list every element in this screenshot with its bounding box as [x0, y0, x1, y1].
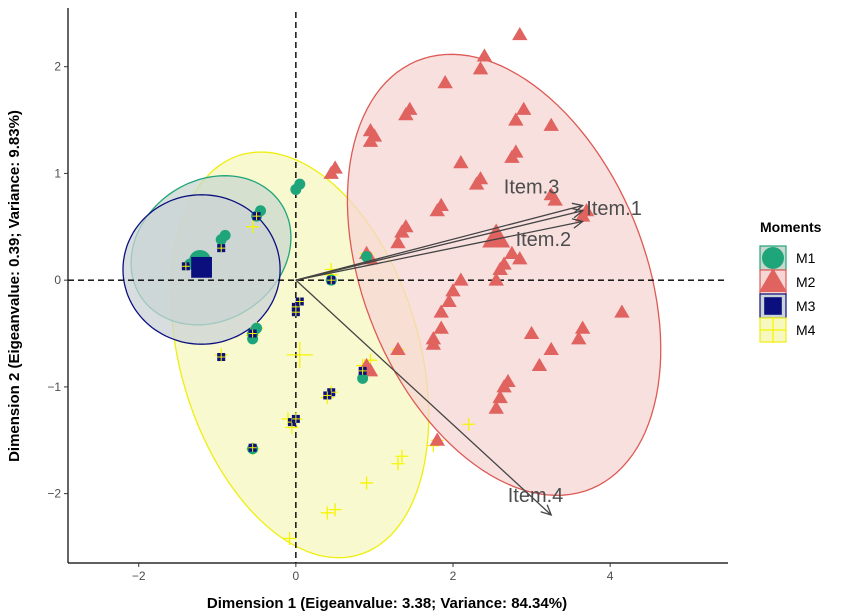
axes: −2 0 2 4 −2 −1 0 1 2	[47, 8, 728, 583]
point-m2	[488, 272, 504, 286]
legend-label-m1: M1	[796, 250, 816, 266]
point-m2	[571, 331, 587, 345]
centroid-m2	[482, 223, 511, 248]
x-tick-label: −2	[132, 569, 146, 583]
point-m1	[357, 372, 369, 384]
point-m2	[512, 251, 528, 265]
legend-title: Moments	[760, 219, 822, 235]
point-m2	[445, 283, 461, 297]
point-m2	[433, 320, 449, 334]
point-m4	[360, 476, 374, 490]
arrowhead-item-4	[540, 504, 553, 516]
point-m4	[395, 449, 409, 463]
point-m2	[472, 61, 489, 75]
point-m2	[476, 48, 493, 62]
y-tick-label: −1	[47, 380, 61, 394]
reference-lines	[68, 12, 728, 563]
point-m4	[462, 417, 476, 431]
data-points	[181, 26, 630, 545]
point-m1	[215, 234, 227, 246]
legend-label-m2: M2	[796, 274, 816, 290]
arrow-item-1	[295, 210, 583, 281]
point-m2	[504, 149, 520, 163]
point-m2	[390, 341, 406, 356]
arrow-item-3	[295, 204, 583, 281]
arrowhead-item-1	[571, 207, 585, 219]
point-m2	[531, 357, 548, 372]
point-m2	[425, 336, 442, 350]
point-m2	[543, 117, 559, 131]
point-m4	[391, 457, 405, 471]
centroid-m4	[286, 341, 313, 368]
x-tick-label: 4	[607, 569, 614, 583]
point-m2	[429, 203, 445, 217]
point-m4	[328, 503, 342, 517]
point-m1	[290, 183, 302, 195]
y-axis-title: Dimension 2 (Eigeanvalue: 0.39; Variance…	[6, 110, 23, 462]
point-m2	[441, 293, 457, 308]
point-m2	[402, 101, 418, 115]
loading-arrows: Item.1 Item.2 Item.3 Item.4	[295, 177, 642, 516]
legend-marker-m2	[759, 268, 787, 292]
centroid-m3	[191, 256, 212, 278]
point-m2	[547, 192, 563, 206]
point-m2	[523, 325, 540, 340]
point-m2	[390, 235, 406, 249]
y-tick-label: −2	[47, 487, 61, 501]
legend-marker-m4	[760, 317, 786, 343]
point-m2	[512, 26, 528, 41]
point-m2	[496, 379, 512, 393]
x-tick-label: 2	[450, 569, 457, 583]
point-m4	[320, 506, 334, 520]
x-tick-label: 0	[293, 569, 300, 583]
point-m2	[543, 341, 559, 356]
legend-marker-m3	[764, 297, 782, 315]
legend-label-m3: M3	[796, 298, 816, 314]
point-m2	[323, 165, 339, 179]
point-m2	[429, 432, 445, 446]
label-item-2: Item.2	[516, 229, 572, 251]
y-tick-label: 0	[54, 273, 61, 287]
label-item-4: Item.4	[508, 485, 564, 507]
arrowhead-item-2	[571, 218, 585, 229]
point-m2	[362, 133, 379, 147]
x-axis-title: Dimension 1 (Eigeanvalue: 3.38; Variance…	[207, 595, 567, 612]
point-m1	[361, 251, 373, 263]
point-m2	[433, 304, 449, 318]
point-m2	[516, 101, 532, 115]
y-tick-label: 2	[54, 60, 61, 74]
point-m2	[574, 320, 591, 334]
arrow-item-4	[295, 279, 552, 516]
point-m2	[394, 224, 410, 238]
point-m4	[283, 531, 297, 545]
legend: Moments M1 M2 M3 M4	[759, 219, 822, 343]
label-item-1: Item.1	[586, 198, 642, 220]
arrow-item-2	[295, 220, 583, 281]
point-m2	[492, 389, 508, 404]
point-m2	[437, 75, 453, 89]
arrowhead-item-3	[571, 202, 585, 214]
point-m2	[508, 112, 524, 126]
point-m2	[488, 400, 504, 414]
point-m2	[614, 304, 630, 318]
point-m2	[492, 261, 508, 275]
point-m2	[468, 176, 485, 190]
point-m2	[453, 272, 469, 286]
confidence-ellipses	[122, 53, 662, 559]
point-m2	[504, 245, 520, 259]
label-item-3: Item.3	[504, 177, 560, 199]
y-tick-label: 1	[54, 166, 61, 180]
legend-label-m4: M4	[796, 322, 816, 338]
point-m2	[574, 208, 591, 222]
point-m4	[246, 220, 260, 234]
legend-marker-m1	[762, 247, 784, 269]
point-m2	[453, 155, 469, 169]
